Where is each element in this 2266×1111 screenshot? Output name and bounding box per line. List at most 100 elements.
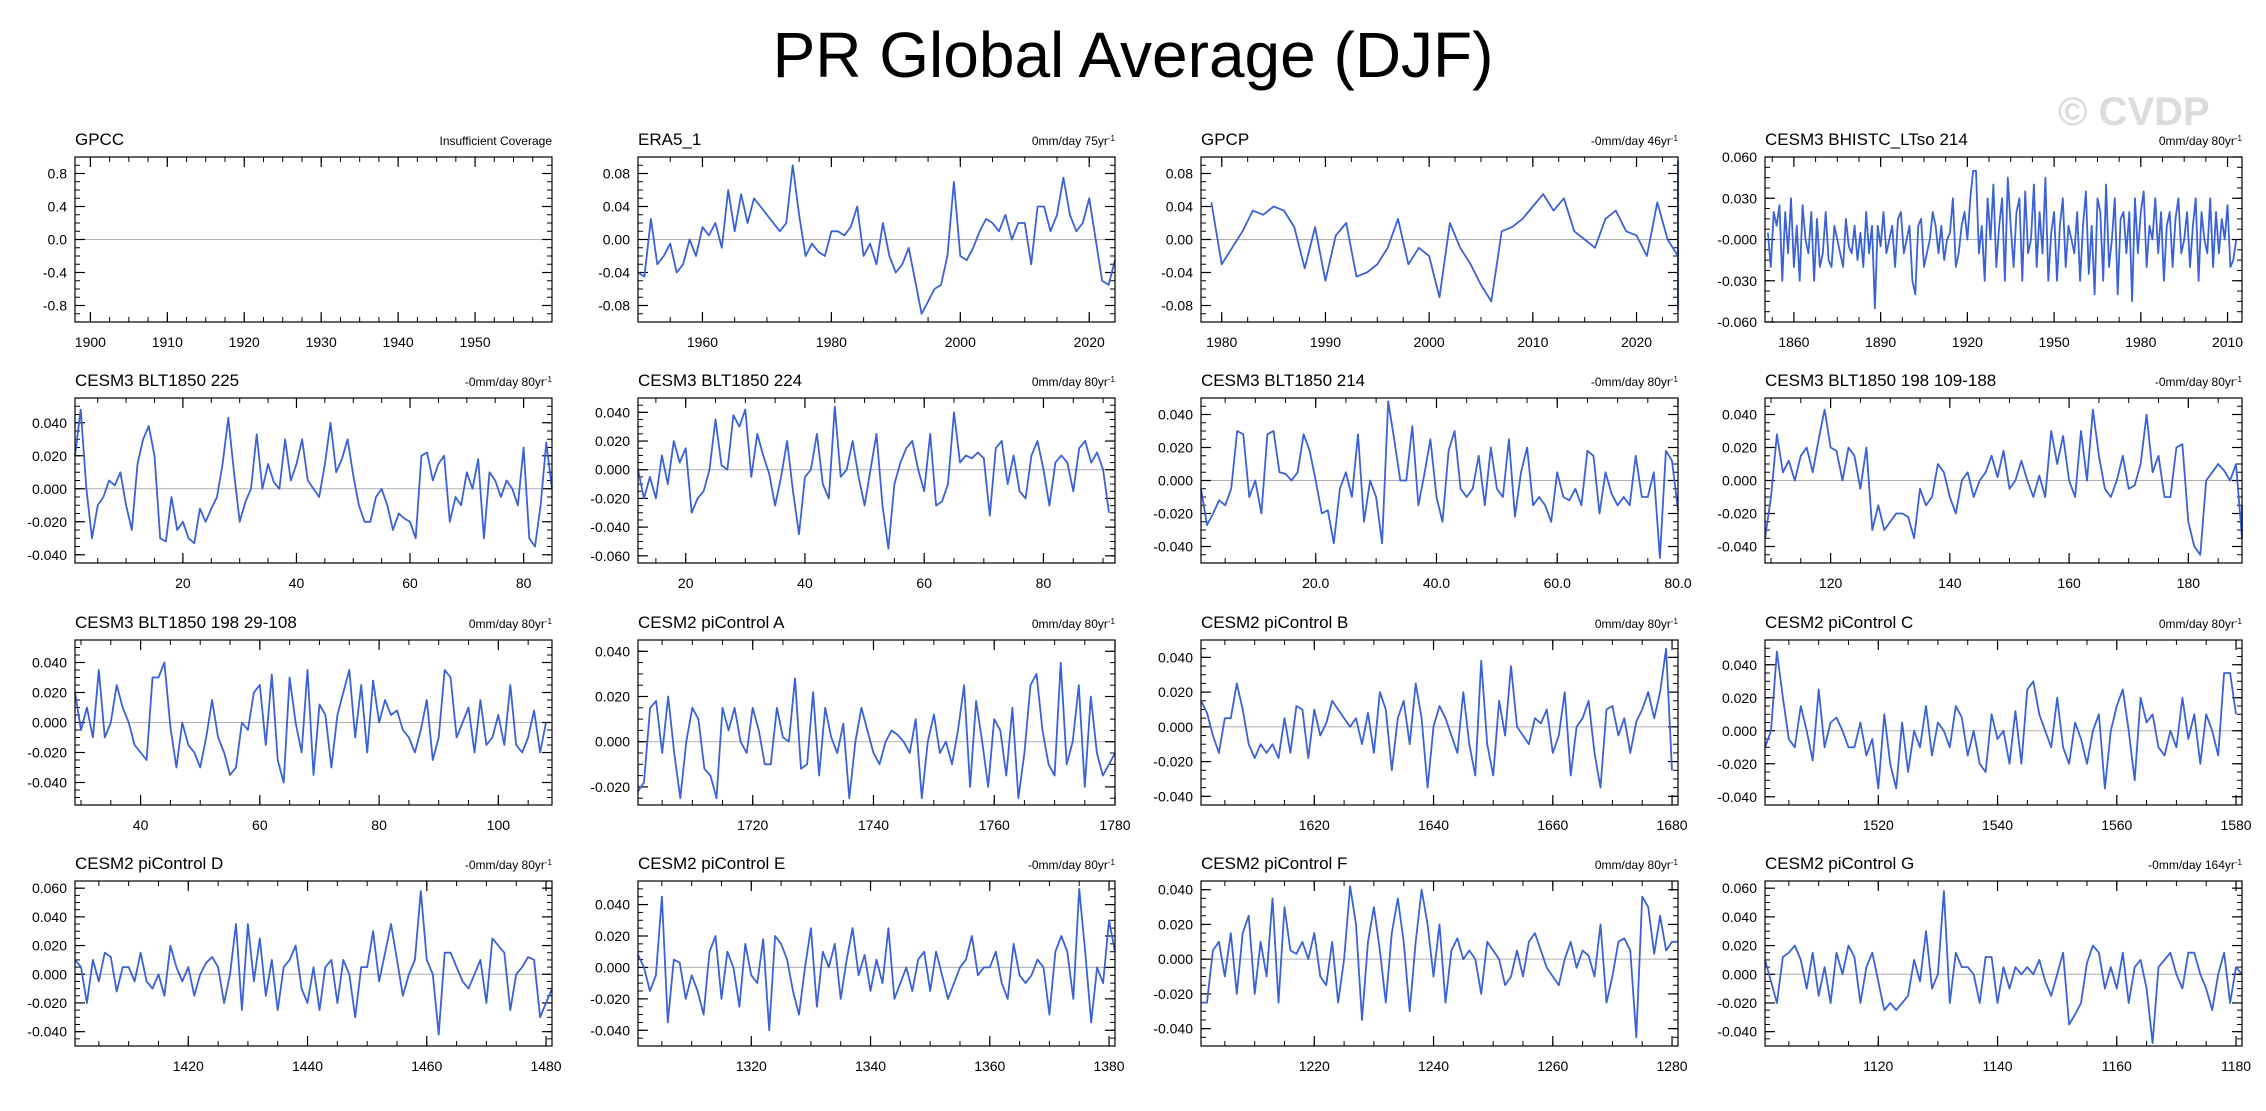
y-tick-label: 0.020 <box>32 685 67 701</box>
x-tick-label: 1120 <box>1863 1058 1893 1074</box>
y-tick-label: 0.030 <box>1722 190 1757 206</box>
plot-frame <box>74 397 553 564</box>
x-tick-label: 60 <box>916 575 932 591</box>
y-tick-label: 0.0 <box>48 232 68 248</box>
y-tick-label: -0.08 <box>598 298 630 314</box>
y-tick-label: 0.000 <box>32 966 67 982</box>
x-tick-label: 1950 <box>459 334 490 350</box>
plot-frame <box>1200 156 1679 323</box>
chart-annotation: Insufficient Coverage <box>439 134 552 148</box>
x-tick-label: 1280 <box>1656 1058 1687 1074</box>
plot-frame <box>1200 880 1679 1047</box>
x-tick-label: 80 <box>371 817 387 833</box>
x-tick-label: 1920 <box>229 334 260 350</box>
plot-frame <box>1764 397 2243 564</box>
chart-annotation: 0mm/day 80yr-1 <box>2159 134 2243 149</box>
plot-frame <box>1764 156 2243 323</box>
x-tick-label: 1860 <box>1778 334 1809 350</box>
y-tick-label: 0.020 <box>595 928 630 944</box>
y-tick-label: 0.040 <box>32 415 67 431</box>
y-tick-label: 0.060 <box>1722 149 1757 165</box>
chart-annotation: -0mm/day 80yr-1 <box>1028 858 1116 873</box>
y-tick-label: 0.04 <box>1166 199 1193 215</box>
x-tick-label: 180 <box>2177 575 2201 591</box>
series-line <box>637 164 1116 315</box>
plot-frame <box>637 639 1116 806</box>
x-tick-label: 20 <box>175 575 191 591</box>
x-tick-label: 2020 <box>1621 334 1652 350</box>
x-tick-label: 1180 <box>2221 1058 2251 1074</box>
y-tick-label: -0.040 <box>590 1022 630 1038</box>
x-tick-label: 40.0 <box>1423 575 1450 591</box>
y-tick-label: 0.040 <box>595 404 630 420</box>
y-tick-label: 0.4 <box>48 199 68 215</box>
y-tick-label: -0.040 <box>27 547 67 563</box>
x-tick-label: 1720 <box>737 817 768 833</box>
chart-panel: CESM2 piControl D -0mm/day 80yr-1 0.060 0.0… <box>27 854 562 1074</box>
plot-frame <box>74 156 553 323</box>
chart-annotation: -0mm/day 80yr-1 <box>1591 375 1679 390</box>
chart-panel: GPCP -0mm/day 46yr-1 0.08 0.04 0.00 -0.04 -0.0… <box>1161 130 1679 350</box>
x-tick-label: 1340 <box>855 1058 886 1074</box>
chart-annotation: 0mm/day 75yr-1 <box>1032 134 1116 149</box>
x-tick-label: 1540 <box>1982 817 2013 833</box>
chart-annotation: 0mm/day 80yr-1 <box>1032 617 1116 632</box>
chart-panel: CESM3 BLT1850 214 -0mm/day 80yr-1 0.040 0.0… <box>1153 371 1692 591</box>
y-tick-label: 0.020 <box>1158 440 1193 456</box>
chart-title: CESM2 piControl C <box>1765 613 1913 632</box>
y-tick-label: 0.020 <box>1158 916 1193 932</box>
x-tick-label: 2020 <box>1074 334 1105 350</box>
x-tick-label: 60 <box>402 575 418 591</box>
chart-title: CESM2 piControl G <box>1765 854 1914 873</box>
x-tick-label: 80 <box>516 575 532 591</box>
y-tick-label: -0.020 <box>590 490 630 506</box>
y-tick-label: 0.8 <box>48 166 68 182</box>
y-tick-label: -0.4 <box>43 265 67 281</box>
chart-title: CESM3 BLT1850 198 29-108 <box>75 613 297 632</box>
x-tick-label: 1660 <box>1537 817 1568 833</box>
y-tick-label: 0.040 <box>595 897 630 913</box>
y-tick-label: -0.040 <box>1153 1021 1193 1037</box>
y-tick-label: -0.040 <box>1153 788 1193 804</box>
x-tick-label: 60 <box>252 817 268 833</box>
x-tick-label: 1780 <box>1099 817 1130 833</box>
x-tick-label: 1680 <box>1656 817 1687 833</box>
y-tick-label: 0.000 <box>595 959 630 975</box>
plot-frame <box>1764 639 2243 806</box>
chart-panel: GPCC Insufficient Coverage 0.8 0.4 0.0 -0.4 -0… <box>43 130 553 350</box>
x-tick-label: 1460 <box>411 1058 442 1074</box>
x-tick-label: 1900 <box>75 334 106 350</box>
x-tick-label: 80.0 <box>1664 575 1691 591</box>
x-tick-label: 1220 <box>1299 1058 1330 1074</box>
y-tick-label: -0.020 <box>27 514 67 530</box>
y-tick-label: 0.000 <box>1158 473 1193 489</box>
series-line <box>1210 160 1679 311</box>
x-tick-label: 1140 <box>1982 1058 2012 1074</box>
x-tick-label: 20.0 <box>1302 575 1329 591</box>
y-tick-label: -0.8 <box>43 298 67 314</box>
y-tick-label: -0.040 <box>1717 1024 1757 1040</box>
chart-annotation: -0mm/day 164yr-1 <box>2148 858 2242 873</box>
x-tick-label: 100 <box>487 817 511 833</box>
chart-panel: CESM2 piControl G -0mm/day 164yr-1 0.060 0.… <box>1717 854 2251 1074</box>
x-tick-label: 1960 <box>687 334 718 350</box>
x-tick-label: 40 <box>133 817 149 833</box>
x-tick-label: 1760 <box>979 817 1010 833</box>
y-tick-label: -0.020 <box>1717 506 1757 522</box>
y-tick-label: -0.040 <box>590 519 630 535</box>
y-tick-label: -0.08 <box>1161 298 1193 314</box>
chart-title: CESM3 BHISTC_LTso 214 <box>1765 130 1968 149</box>
y-tick-label: 0.000 <box>1158 951 1193 967</box>
x-tick-label: 2010 <box>1517 334 1548 350</box>
chart-panel: CESM3 BHISTC_LTso 214 0mm/day 80yr-1 0.060… <box>1717 130 2243 350</box>
y-tick-label: 0.040 <box>32 655 67 671</box>
chart-panel: CESM2 piControl C 0mm/day 80yr-1 0.040 0.02… <box>1717 613 2252 833</box>
x-tick-label: 1240 <box>1418 1058 1449 1074</box>
y-tick-label: 0.040 <box>32 909 67 925</box>
x-tick-label: 1560 <box>2101 817 2132 833</box>
x-tick-label: 1990 <box>1310 334 1341 350</box>
x-tick-label: 60.0 <box>1544 575 1571 591</box>
y-tick-label: 0.020 <box>595 433 630 449</box>
series-line <box>1764 650 2237 790</box>
